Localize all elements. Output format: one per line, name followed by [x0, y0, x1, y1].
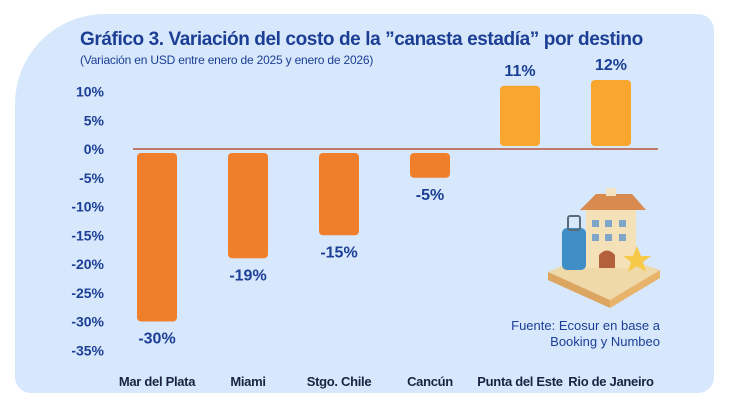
- x-tick-label: Punta del Este: [477, 374, 562, 389]
- x-tick-label: Rio de Janeiro: [568, 374, 654, 389]
- data-label: -19%: [229, 267, 266, 284]
- bar-0: [137, 153, 177, 322]
- x-tick-label: Mar del Plata: [119, 374, 196, 389]
- y-tick-label: -5%: [79, 170, 104, 186]
- chart-subtitle: (Variación en USD entre enero de 2025 y …: [80, 53, 374, 67]
- y-tick-label: -35%: [71, 342, 104, 358]
- x-tick-label: Cancún: [407, 374, 453, 389]
- bar-1: [228, 153, 268, 259]
- data-label: -5%: [416, 187, 444, 204]
- y-tick-label: 5%: [84, 112, 105, 128]
- x-tick-label: Stgo. Chile: [307, 374, 372, 389]
- y-tick-label: -15%: [71, 227, 104, 243]
- data-label: 11%: [504, 63, 535, 80]
- x-tick-label: Miami: [230, 374, 265, 389]
- data-label: -30%: [138, 331, 175, 348]
- bar-5: [591, 80, 631, 146]
- data-label: -15%: [320, 244, 357, 261]
- hotel-illustration-icon: [548, 188, 660, 308]
- bar-4: [500, 85, 540, 146]
- y-tick-label: 10%: [76, 84, 105, 100]
- y-tick-label: -30%: [71, 314, 104, 330]
- y-tick-label: 0%: [84, 141, 105, 157]
- source-note: Fuente: Ecosur en base a Booking y Numbe…: [511, 318, 660, 349]
- chart-title: Gráfico 3. Variación del costo de la ”ca…: [80, 29, 643, 50]
- data-label: 12%: [595, 57, 627, 74]
- y-tick-label: -20%: [71, 256, 104, 272]
- bar-3: [410, 153, 450, 178]
- bar-2: [319, 153, 359, 236]
- y-tick-label: -10%: [71, 199, 104, 215]
- y-tick-label: -25%: [71, 285, 104, 301]
